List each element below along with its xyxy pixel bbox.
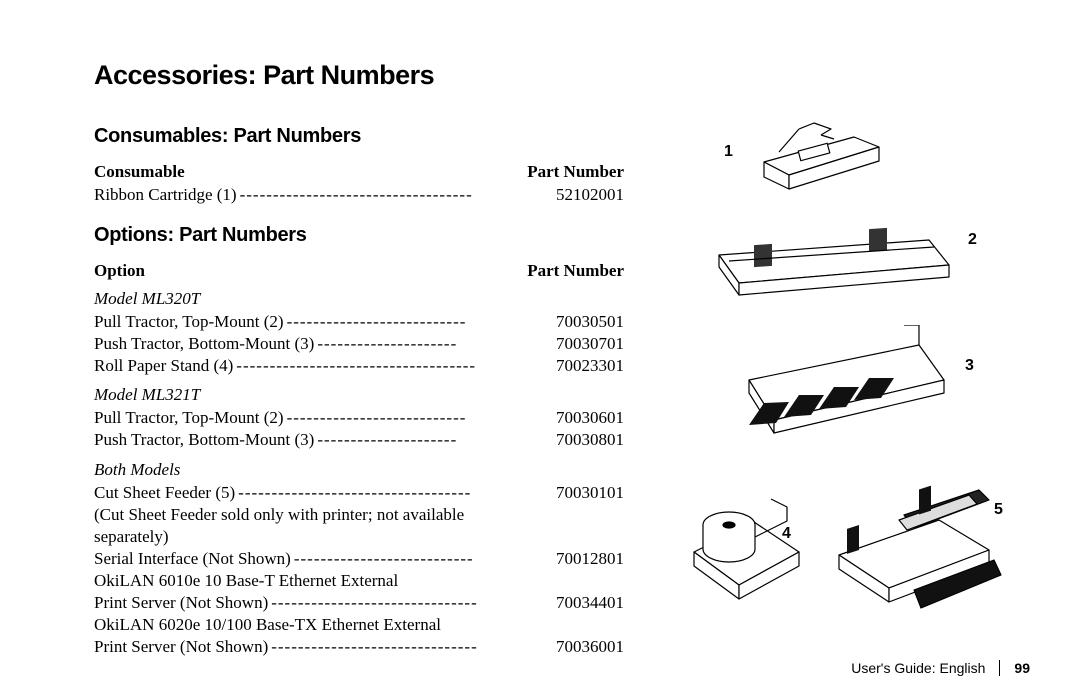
dashes: ----------------------------------- [235, 482, 556, 504]
option-row: Push Tractor, Bottom-Mount (3) ---------… [94, 429, 624, 451]
option-note: OkiLAN 6010e 10 Base-T Ethernet External [94, 570, 624, 592]
option-note: OkiLAN 6020e 10/100 Base-TX Ethernet Ext… [94, 614, 624, 636]
option-note: separately) [94, 526, 624, 548]
option-number: 70023301 [556, 355, 624, 377]
illus-label-3: 3 [965, 357, 974, 375]
option-row: Print Server (Not Shown) ---------------… [94, 636, 624, 658]
model-heading: Model ML320T [94, 289, 624, 309]
option-label: Print Server (Not Shown) [94, 636, 268, 658]
left-column: Consumables: Part Numbers Consumable Par… [94, 125, 624, 658]
option-row: Pull Tractor, Top-Mount (2) ------------… [94, 407, 624, 429]
illus-label-5: 5 [994, 501, 1003, 519]
consumables-header-left: Consumable [94, 162, 185, 182]
dashes: ----------------------------------- [237, 184, 556, 206]
option-number: 70012801 [556, 548, 624, 570]
dashes: --------------------- [314, 333, 556, 355]
option-number: 70030801 [556, 429, 624, 451]
dashes: --------------------------- [284, 311, 556, 333]
options-header-left: Option [94, 261, 145, 281]
footer-page-number: 99 [1014, 660, 1030, 676]
consumables-heading: Consumables: Part Numbers [94, 125, 624, 148]
option-label: Pull Tractor, Top-Mount (2) [94, 407, 284, 429]
model-heading: Both Models [94, 460, 624, 480]
option-number: 70030701 [556, 333, 624, 355]
footer: User's Guide: English 99 [851, 660, 1030, 676]
model-heading: Model ML321T [94, 385, 624, 405]
dashes: ------------------------------------ [233, 355, 556, 377]
options-header-right: Part Number [527, 261, 624, 281]
option-number: 70030501 [556, 311, 624, 333]
option-label: Push Tractor, Bottom-Mount (3) [94, 333, 314, 355]
illustration-push-tractor-icon [724, 325, 954, 440]
illus-label-1: 1 [724, 143, 733, 161]
consumable-row: Ribbon Cartridge (1) -------------------… [94, 184, 624, 206]
dashes: ------------------------------- [268, 636, 556, 658]
dashes: --------------------------- [284, 407, 556, 429]
option-label: Serial Interface (Not Shown) [94, 548, 291, 570]
dashes: --------------------------- [291, 548, 556, 570]
option-label: Roll Paper Stand (4) [94, 355, 233, 377]
content-row: Consumables: Part Numbers Consumable Par… [94, 125, 1016, 658]
dashes: --------------------- [314, 429, 556, 451]
footer-text: User's Guide: English [851, 660, 985, 676]
option-note: (Cut Sheet Feeder sold only with printer… [94, 504, 624, 526]
page: Accessories: Part Numbers Consumables: P… [0, 0, 1080, 698]
option-row: Push Tractor, Bottom-Mount (3) ---------… [94, 333, 624, 355]
illus-label-2: 2 [968, 231, 977, 249]
option-row: Print Server (Not Shown) ---------------… [94, 592, 624, 614]
option-row: Roll Paper Stand (4) -------------------… [94, 355, 624, 377]
illustration-ribbon-cartridge-icon [739, 117, 889, 197]
dashes: ------------------------------- [268, 592, 556, 614]
options-heading: Options: Part Numbers [94, 224, 624, 247]
page-title: Accessories: Part Numbers [94, 60, 1016, 91]
option-label: Pull Tractor, Top-Mount (2) [94, 311, 284, 333]
option-number: 70030601 [556, 407, 624, 429]
illus-label-4: 4 [782, 525, 791, 543]
option-row: Cut Sheet Feeder (5) -------------------… [94, 482, 624, 504]
option-number: 70036001 [556, 636, 624, 658]
footer-separator [999, 660, 1000, 676]
options-header: Option Part Number [94, 261, 624, 281]
option-number: 70034401 [556, 592, 624, 614]
consumables-header: Consumable Part Number [94, 162, 624, 182]
consumable-label: Ribbon Cartridge (1) [94, 184, 237, 206]
option-label: Push Tractor, Bottom-Mount (3) [94, 429, 314, 451]
right-column: 1 2 [624, 125, 1016, 658]
consumables-header-right: Part Number [527, 162, 624, 182]
option-label: Cut Sheet Feeder (5) [94, 482, 235, 504]
illustration-pull-tractor-icon [699, 225, 959, 305]
option-row: Pull Tractor, Top-Mount (2) ------------… [94, 311, 624, 333]
option-number: 70030101 [556, 482, 624, 504]
option-row: Serial Interface (Not Shown) -----------… [94, 548, 624, 570]
illustration-cut-sheet-feeder-icon [819, 460, 1009, 630]
option-label: Print Server (Not Shown) [94, 592, 268, 614]
consumable-number: 52102001 [556, 184, 624, 206]
